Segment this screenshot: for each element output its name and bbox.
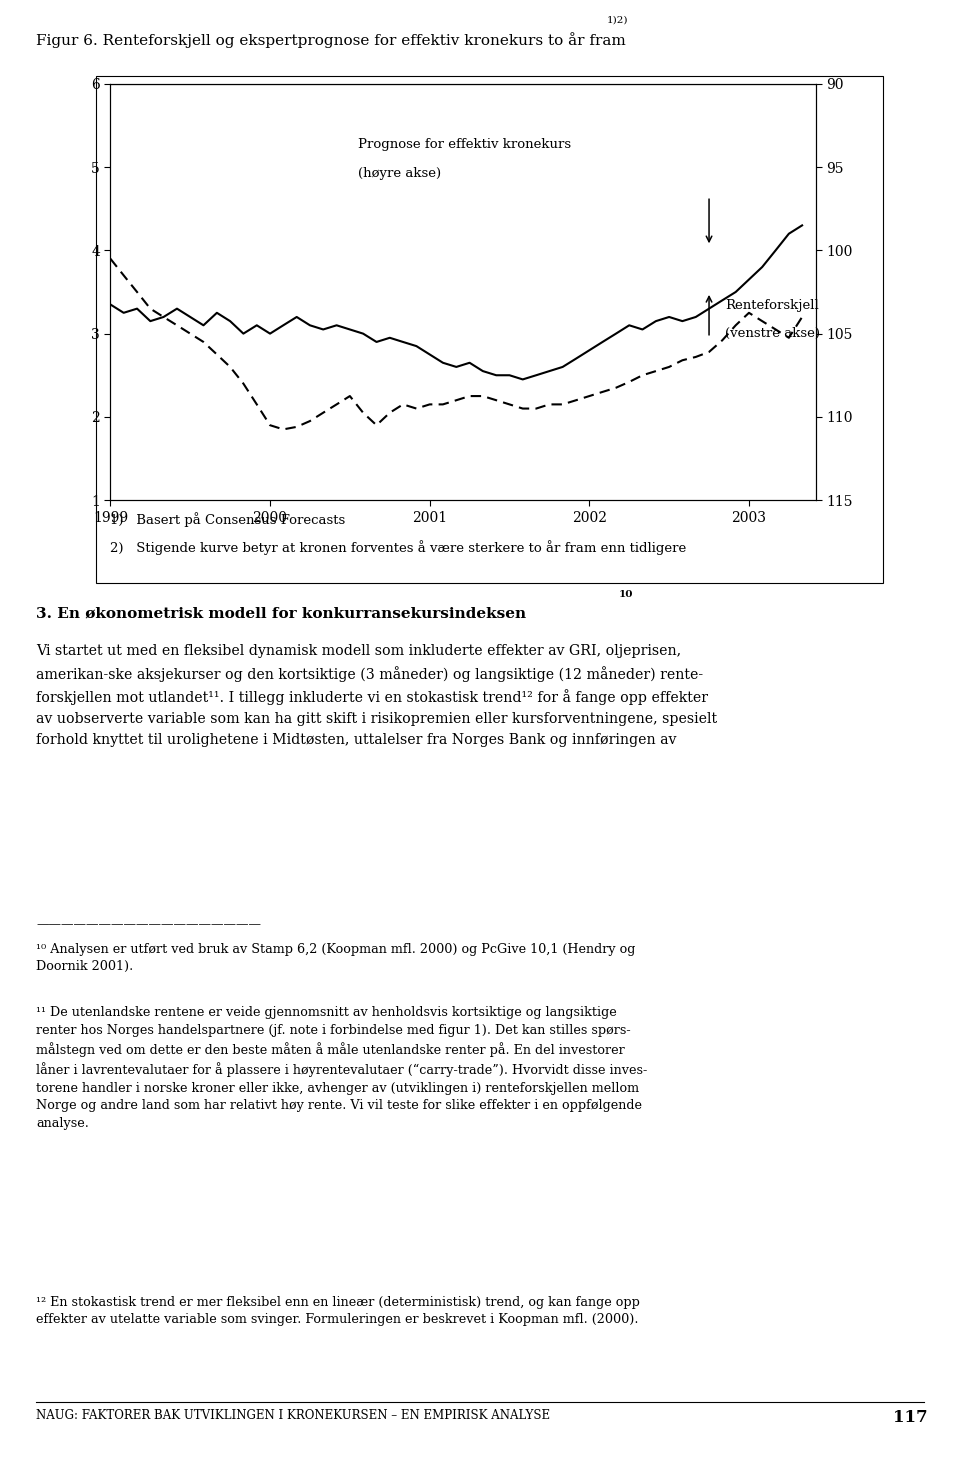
Text: 1)   Basert på Consensus Forecasts: 1) Basert på Consensus Forecasts bbox=[110, 512, 346, 527]
Text: ¹² En stokastisk trend er mer fleksibel enn en lineær (deterministisk) trend, og: ¹² En stokastisk trend er mer fleksibel … bbox=[36, 1296, 640, 1327]
Text: 3. En økonometrisk modell for konkurransekursindeksen: 3. En økonometrisk modell for konkurrans… bbox=[36, 606, 527, 621]
Text: Figur 6. Renteforskjell og ekspertprognose for effektiv kronekurs to år fram: Figur 6. Renteforskjell og ekspertprogno… bbox=[36, 32, 626, 49]
Text: ——————————————————: —————————————————— bbox=[36, 918, 261, 931]
Text: (høyre akse): (høyre akse) bbox=[358, 168, 441, 179]
Text: 2)   Stigende kurve betyr at kronen forventes å være sterkere to år fram enn tid: 2) Stigende kurve betyr at kronen forven… bbox=[110, 540, 686, 555]
Text: Prognose for effektiv kronekurs: Prognose for effektiv kronekurs bbox=[358, 138, 571, 152]
Text: 1)2): 1)2) bbox=[607, 16, 628, 25]
Text: 117: 117 bbox=[893, 1409, 927, 1427]
Text: ¹¹ De utenlandske rentene er veide gjennomsnitt av henholdsvis kortsiktige og la: ¹¹ De utenlandske rentene er veide gjenn… bbox=[36, 1006, 648, 1130]
Text: (venstre akse): (venstre akse) bbox=[725, 327, 820, 340]
Text: ¹⁰ Analysen er utført ved bruk av Stamp 6,2 (Koopman mfl. 2000) og PcGive 10,1 (: ¹⁰ Analysen er utført ved bruk av Stamp … bbox=[36, 943, 636, 974]
Text: Vi startet ut med en fleksibel dynamisk modell som inkluderte effekter av GRI, o: Vi startet ut med en fleksibel dynamisk … bbox=[36, 644, 718, 747]
Text: Renteforskjell: Renteforskjell bbox=[725, 299, 819, 312]
Text: NAUG: FAKTORER BAK UTVIKLINGEN I KRONEKURSEN – EN EMPIRISK ANALYSE: NAUG: FAKTORER BAK UTVIKLINGEN I KRONEKU… bbox=[36, 1409, 551, 1422]
Text: 10: 10 bbox=[619, 590, 634, 599]
